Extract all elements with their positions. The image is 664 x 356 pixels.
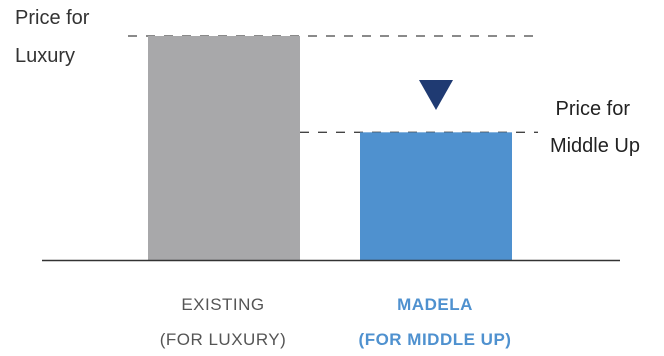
middle-up-annotation-line1: Price for [556,98,631,120]
category-label-madela-line1: MADELA [397,295,473,314]
category-label-madela-line2: (FOR MIDDLE UP) [359,330,512,349]
down-triangle-marker [419,80,453,110]
category-label-existing-line2: (FOR LUXURY) [160,330,287,349]
bar-existing [148,36,300,260]
luxury-annotation-line1: Price for [15,7,90,29]
category-label-existing-line1: EXISTING [181,295,264,314]
luxury-annotation-line2: Luxury [15,45,75,67]
bar-madela [360,132,512,260]
middle-up-annotation-line2: Middle Up [550,135,640,157]
